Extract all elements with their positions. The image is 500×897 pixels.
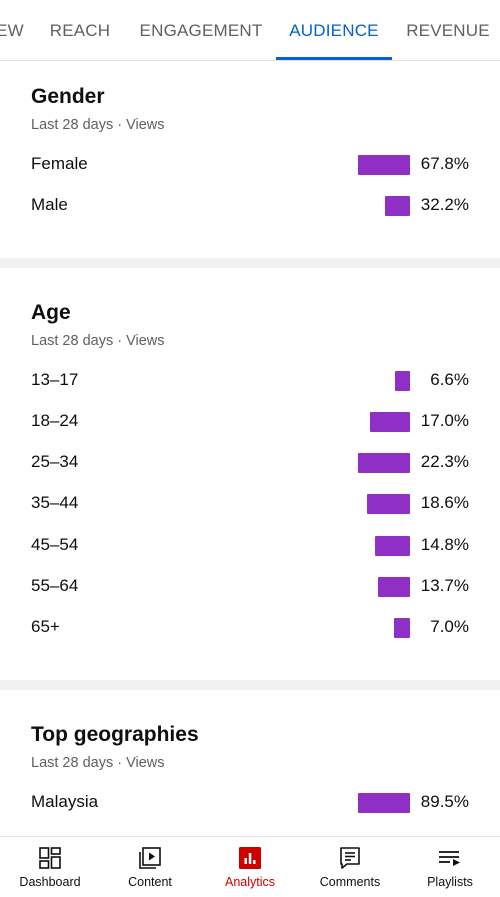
nav-comments[interactable]: Comments xyxy=(300,837,400,897)
age-row-bar xyxy=(367,494,410,514)
age-row-bar xyxy=(375,536,410,556)
gender-row-value: 32.2% xyxy=(420,195,469,214)
geographies-subtitle: Last 28 days · Views xyxy=(31,755,165,771)
gender-title: Gender xyxy=(31,85,105,108)
playlists-icon xyxy=(439,851,460,866)
age-row: 55–64 13.7% xyxy=(0,572,500,602)
tab-revenue[interactable]: REVENUE xyxy=(406,20,490,40)
geography-row-label: Malaysia xyxy=(31,792,99,811)
nav-dashboard[interactable]: Dashboard xyxy=(0,837,100,897)
gender-row-bar xyxy=(358,155,410,175)
tab-reach[interactable]: REACH xyxy=(49,20,111,40)
nav-content[interactable]: Content xyxy=(100,837,200,897)
geography-row-value: 89.5% xyxy=(420,792,469,811)
analytics-icon xyxy=(239,847,261,869)
gender-card: Gender Last 28 days · Views Female 67.8%… xyxy=(0,61,500,258)
gender-row: Female 67.8% xyxy=(0,150,500,180)
age-row-value: 6.6% xyxy=(430,370,469,389)
age-row-value: 18.6% xyxy=(420,493,469,512)
nav-playlists-label: Playlists xyxy=(427,875,473,889)
age-title: Age xyxy=(31,301,71,324)
nav-comments-label: Comments xyxy=(319,875,381,889)
gender-row-label: Female xyxy=(31,154,88,173)
age-row-label: 65+ xyxy=(31,617,60,636)
age-row-value: 22.3% xyxy=(420,452,469,471)
age-row-bar xyxy=(358,453,410,473)
age-row-bar xyxy=(394,618,410,638)
nav-dashboard-label: Dashboard xyxy=(19,875,81,889)
nav-analytics-label: Analytics xyxy=(224,875,276,889)
gender-row-label: Male xyxy=(31,195,68,214)
gender-row: Male 32.2% xyxy=(0,191,500,221)
nav-analytics[interactable]: Analytics xyxy=(200,837,300,897)
bottom-navigation: Dashboard Content Analytics Comments xyxy=(0,836,500,897)
comments-icon xyxy=(340,847,360,869)
age-row-value: 7.0% xyxy=(430,617,469,636)
age-row-bar xyxy=(395,371,410,391)
age-row: 18–24 17.0% xyxy=(0,407,500,437)
age-row-label: 35–44 xyxy=(31,493,79,512)
geography-row: Malaysia 89.5% xyxy=(0,788,500,818)
age-subtitle: Last 28 days · Views xyxy=(31,333,165,349)
dashboard-icon xyxy=(39,847,61,869)
age-row: 45–54 14.8% xyxy=(0,531,500,561)
nav-playlists[interactable]: Playlists xyxy=(400,837,500,897)
tab-engagement[interactable]: ENGAGEMENT xyxy=(139,20,263,40)
age-row: 65+ 7.0% xyxy=(0,613,500,643)
section-divider xyxy=(0,258,500,268)
age-row-label: 13–17 xyxy=(31,370,79,389)
tab-audience[interactable]: AUDIENCE xyxy=(289,20,379,40)
age-row: 35–44 18.6% xyxy=(0,489,500,519)
age-row-value: 14.8% xyxy=(420,535,469,554)
geography-row-bar xyxy=(358,793,410,813)
age-row-bar xyxy=(370,412,410,432)
age-row-label: 25–34 xyxy=(31,452,79,471)
section-divider xyxy=(0,680,500,690)
age-row-label: 45–54 xyxy=(31,535,79,554)
gender-row-bar xyxy=(385,196,410,216)
gender-row-value: 67.8% xyxy=(420,154,469,173)
age-row-label: 18–24 xyxy=(31,411,79,430)
geographies-title: Top geographies xyxy=(31,723,199,746)
age-row: 13–17 6.6% xyxy=(0,366,500,396)
age-row-bar xyxy=(378,577,410,597)
tab-overview[interactable]: EW xyxy=(0,20,24,40)
age-row: 25–34 22.3% xyxy=(0,448,500,478)
age-row-value: 13.7% xyxy=(420,576,469,595)
age-row-value: 17.0% xyxy=(420,411,469,430)
gender-subtitle: Last 28 days · Views xyxy=(31,117,165,133)
nav-content-label: Content xyxy=(128,875,172,889)
age-row-label: 55–64 xyxy=(31,576,79,595)
age-card: Age Last 28 days · Views 13–17 6.6% 18–2… xyxy=(0,268,500,680)
content-icon xyxy=(139,847,161,869)
geographies-card: Top geographies Last 28 days · Views Mal… xyxy=(0,690,500,836)
active-tab-indicator xyxy=(276,57,392,60)
analytics-tabs: EW REACH ENGAGEMENT AUDIENCE REVENUE xyxy=(0,0,500,61)
